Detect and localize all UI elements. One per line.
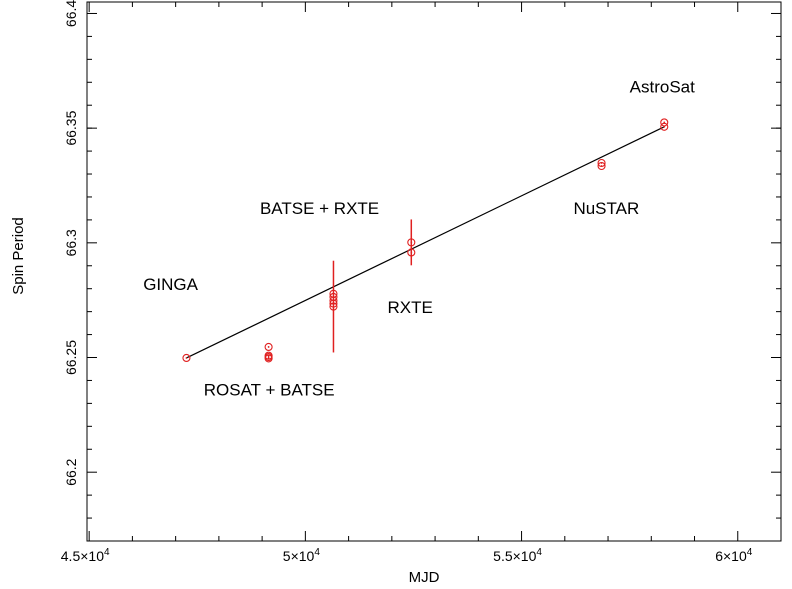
x-tick-label-base: 4.5×10 [61, 548, 104, 564]
data-point [407, 248, 416, 257]
data-point [407, 238, 416, 247]
data-point-center [267, 356, 270, 358]
fit-line-group [186, 126, 665, 359]
x-tick-label-base: 5×10 [283, 548, 315, 564]
x-tick-label-base: 5.5×10 [493, 548, 536, 564]
data-point [264, 354, 273, 363]
y-tick-label: 66.3 [63, 229, 79, 256]
x-tick-label: 4.5×104 [61, 547, 110, 564]
plot-frame [86, 1, 782, 542]
y-tick-label: 66.4 [63, 0, 79, 27]
data-point-center [267, 346, 270, 348]
x-tick-label-exponent: 4 [536, 547, 542, 558]
data-point-center [600, 165, 603, 167]
annotation-label: GINGA [143, 275, 198, 294]
axis-ticks [87, 2, 782, 542]
annotation-label: NuSTAR [573, 199, 639, 218]
x-tick-label: 5.5×104 [493, 547, 542, 564]
data-point [182, 353, 191, 363]
x-tick-label: 5×104 [283, 547, 321, 564]
y-tick-label: 66.25 [63, 340, 79, 375]
x-axis-label: MJD [409, 569, 440, 586]
plot-area [86, 1, 782, 542]
annotation-label: RXTE [388, 298, 433, 317]
x-tick-label-exponent: 4 [104, 547, 110, 558]
x-tick-label-exponent: 4 [747, 547, 753, 558]
annotation-label: ROSAT + BATSE [204, 380, 335, 399]
x-tick-label-exponent: 4 [314, 547, 320, 558]
annotation-label: AstroSat [630, 78, 695, 97]
data-point [660, 122, 669, 131]
y-tick-label: 66.35 [63, 110, 79, 145]
data-point-center [663, 125, 666, 128]
data-point-center [410, 241, 413, 244]
data-point-center [267, 357, 270, 360]
annotation-label: BATSE + RXTE [260, 199, 379, 218]
annotations: GINGA ROSAT + BATSE BATSE + RXTE RXTE NuSTAR… [143, 78, 695, 400]
data-point-center [185, 357, 188, 359]
x-tick-label: 6×104 [715, 547, 753, 564]
data-point [264, 342, 273, 352]
y-axis-label: Spin Period [10, 217, 27, 295]
data-point [597, 161, 606, 171]
tick-labels: 4.5×104 5×104 5.5×104 6×10466.266.2566.366.… [61, 0, 753, 564]
x-tick-label-base: 6×10 [715, 548, 747, 564]
fit-line [186, 126, 665, 359]
data-point-center [410, 251, 413, 254]
data-point-center [332, 305, 335, 308]
data-point [329, 302, 338, 311]
data-points [182, 118, 669, 363]
y-tick-label: 66.2 [63, 458, 79, 485]
